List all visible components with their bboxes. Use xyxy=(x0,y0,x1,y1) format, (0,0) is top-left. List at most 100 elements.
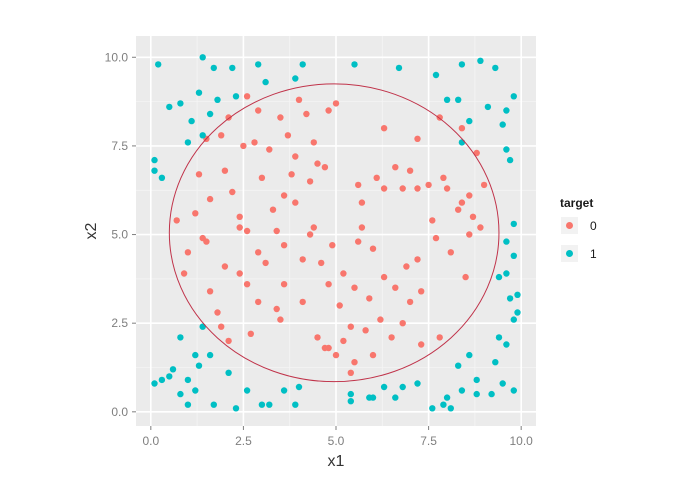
data-point-target-0 xyxy=(269,206,277,213)
data-point-target-0 xyxy=(240,142,247,150)
x-tick-label: 10.0 xyxy=(510,434,534,448)
data-point-target-1 xyxy=(443,96,451,104)
data-point-target-0 xyxy=(358,199,366,206)
data-point-target-0 xyxy=(236,224,243,231)
data-point-target-1 xyxy=(206,351,214,359)
data-point-target-0 xyxy=(243,93,251,100)
data-point-target-1 xyxy=(243,387,251,394)
data-point-target-0 xyxy=(347,323,354,330)
data-point-target-0 xyxy=(236,270,243,277)
data-point-target-0 xyxy=(303,110,310,118)
data-point-target-0 xyxy=(214,309,221,316)
data-point-target-1 xyxy=(499,121,506,128)
data-point-target-1 xyxy=(458,61,466,68)
data-point-target-1 xyxy=(473,376,480,384)
data-point-target-1 xyxy=(395,64,403,72)
data-point-target-0 xyxy=(192,210,199,217)
data-point-target-1 xyxy=(177,334,184,341)
data-point-target-0 xyxy=(443,185,451,192)
y-tick-label: 0.0 xyxy=(111,405,128,419)
data-point-target-0 xyxy=(480,181,488,189)
data-point-target-1 xyxy=(514,291,521,298)
data-point-target-0 xyxy=(425,181,432,189)
data-point-target-0 xyxy=(406,167,414,174)
data-point-target-0 xyxy=(218,132,225,139)
data-point-target-0 xyxy=(414,135,421,142)
data-point-target-0 xyxy=(351,359,358,366)
data-point-target-1 xyxy=(455,96,462,104)
data-point-target-1 xyxy=(232,405,240,412)
data-point-target-1 xyxy=(295,383,303,391)
data-point-target-1 xyxy=(392,394,399,401)
x-tick-label: 0.0 xyxy=(142,434,159,448)
data-point-target-1 xyxy=(199,132,206,139)
data-point-target-0 xyxy=(332,100,340,107)
data-point-target-0 xyxy=(388,334,395,341)
data-point-target-1 xyxy=(499,380,506,387)
data-point-target-0 xyxy=(292,199,299,206)
data-point-target-1 xyxy=(447,405,454,412)
data-point-target-0 xyxy=(473,149,480,157)
data-point-target-1 xyxy=(466,351,473,359)
data-point-target-0 xyxy=(251,139,258,146)
data-point-target-0 xyxy=(466,192,473,199)
legend-marker-1 xyxy=(566,250,573,257)
data-point-target-1 xyxy=(199,323,206,330)
data-point-target-1 xyxy=(366,394,373,401)
data-point-target-1 xyxy=(495,273,503,281)
data-point-target-1 xyxy=(510,316,517,323)
data-point-target-0 xyxy=(280,242,288,249)
data-point-target-1 xyxy=(299,61,306,68)
data-point-target-1 xyxy=(351,61,358,68)
y-tick-label: 2.5 xyxy=(111,316,128,330)
data-point-target-1 xyxy=(210,401,217,408)
data-point-target-0 xyxy=(306,231,314,238)
data-point-target-1 xyxy=(151,167,158,174)
data-point-target-0 xyxy=(321,164,329,171)
data-point-target-0 xyxy=(440,174,447,181)
data-point-target-0 xyxy=(418,341,425,348)
data-point-target-0 xyxy=(336,302,343,309)
data-point-target-0 xyxy=(358,224,366,231)
legend: target 0 1 xyxy=(560,196,597,262)
data-point-target-0 xyxy=(329,242,336,249)
data-point-target-0 xyxy=(406,298,414,306)
data-point-target-0 xyxy=(314,334,321,341)
data-point-target-0 xyxy=(392,284,399,291)
data-point-target-0 xyxy=(458,199,466,206)
data-point-target-1 xyxy=(484,103,492,111)
data-point-target-0 xyxy=(299,298,306,306)
data-point-target-1 xyxy=(506,295,514,302)
data-point-target-1 xyxy=(258,401,266,408)
legend-title: target xyxy=(560,196,593,210)
data-point-target-0 xyxy=(380,125,388,132)
y-axis-ticks: 0.0 2.5 5.0 7.5 10.0 xyxy=(105,50,136,419)
data-point-target-0 xyxy=(255,107,262,114)
data-point-target-0 xyxy=(280,192,288,199)
series-1-points xyxy=(151,54,521,412)
data-point-target-0 xyxy=(218,323,225,330)
data-point-target-1 xyxy=(440,401,447,408)
data-point-target-0 xyxy=(325,344,332,352)
x-tick-label: 5.0 xyxy=(328,434,345,448)
data-point-target-1 xyxy=(510,387,517,394)
data-point-target-1 xyxy=(503,270,510,277)
data-point-target-0 xyxy=(325,281,332,288)
data-point-target-1 xyxy=(492,64,499,72)
data-point-target-1 xyxy=(495,334,503,341)
data-point-target-1 xyxy=(503,107,510,114)
data-point-target-0 xyxy=(206,288,214,295)
data-point-target-0 xyxy=(243,281,251,288)
data-point-target-0 xyxy=(373,174,380,181)
data-point-target-1 xyxy=(488,390,495,398)
data-point-target-0 xyxy=(366,295,373,302)
data-point-target-1 xyxy=(195,362,203,369)
data-point-target-1 xyxy=(280,387,288,394)
data-point-target-0 xyxy=(325,107,332,114)
data-point-target-0 xyxy=(436,334,443,341)
data-point-target-1 xyxy=(232,93,240,100)
data-point-target-1 xyxy=(151,156,158,164)
data-point-target-1 xyxy=(503,238,510,245)
data-point-target-0 xyxy=(225,337,232,345)
